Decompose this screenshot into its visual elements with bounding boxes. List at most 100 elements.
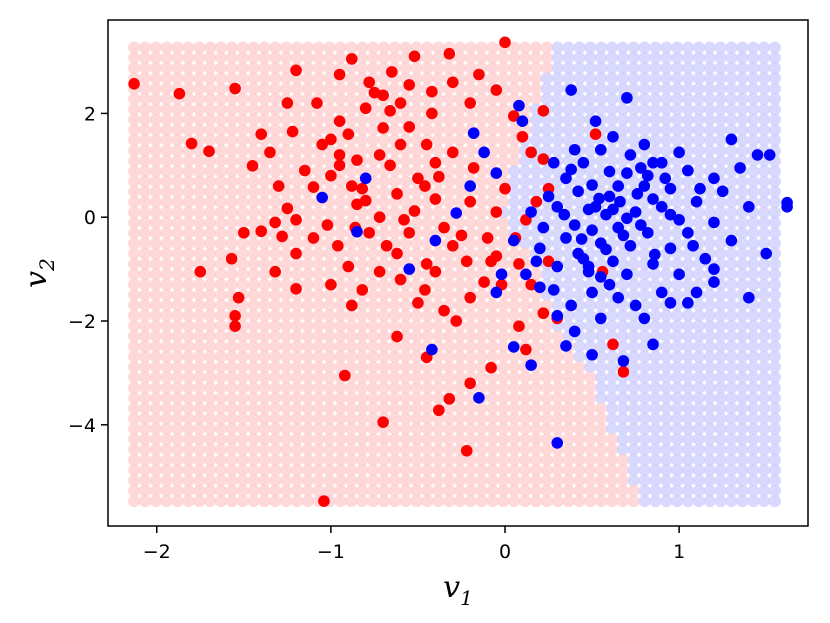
region-grid-point — [410, 361, 423, 374]
region-grid-point — [215, 422, 228, 435]
region-grid-point — [703, 144, 716, 157]
region-grid-point — [768, 113, 781, 126]
region-grid-point — [638, 41, 651, 54]
region-grid-point — [551, 453, 564, 466]
region-grid-point — [291, 443, 304, 456]
region-grid-point — [160, 299, 173, 312]
region-grid-point — [573, 206, 586, 219]
region-grid-point — [736, 340, 749, 353]
region-grid-point — [301, 41, 314, 54]
region-grid-point — [204, 206, 217, 219]
region-grid-point — [595, 72, 608, 85]
data-point — [391, 188, 403, 200]
region-grid-point — [269, 154, 282, 167]
data-point — [664, 182, 677, 195]
data-point — [356, 284, 369, 296]
region-grid-point — [182, 82, 195, 95]
data-point — [607, 203, 619, 216]
region-grid-point — [269, 402, 282, 415]
region-grid-point — [356, 257, 369, 270]
region-grid-point — [171, 340, 184, 353]
region-grid-point — [497, 144, 510, 157]
region-grid-point — [486, 350, 499, 363]
region-grid-point — [747, 103, 760, 116]
region-grid-point — [334, 51, 347, 64]
data-point — [751, 149, 764, 161]
region-grid-point — [747, 412, 760, 425]
region-grid-point — [671, 422, 684, 435]
region-grid-point — [204, 185, 217, 198]
region-grid-point — [128, 288, 141, 301]
region-grid-point — [660, 51, 673, 64]
region-grid-point — [508, 144, 521, 157]
region-grid-point — [703, 82, 716, 95]
region-grid-point — [486, 41, 499, 54]
region-grid-point — [421, 51, 434, 64]
region-grid-point — [475, 41, 488, 54]
region-grid-point — [703, 340, 716, 353]
region-grid-point — [301, 392, 314, 404]
data-point — [708, 172, 720, 185]
region-grid-point — [399, 154, 412, 167]
region-grid-point — [280, 443, 293, 456]
region-grid-point — [149, 330, 162, 343]
region-grid-point — [551, 402, 564, 415]
region-grid-point — [758, 495, 771, 508]
data-point — [537, 221, 550, 234]
region-grid-point — [692, 41, 705, 54]
data-point — [386, 66, 398, 78]
region-grid-point — [529, 381, 542, 394]
region-grid-point — [443, 443, 456, 456]
region-grid-point — [215, 41, 228, 54]
region-grid-point — [519, 330, 532, 343]
region-grid-point — [247, 319, 260, 332]
region-grid-point — [508, 412, 521, 425]
data-point — [565, 84, 577, 96]
region-grid-point — [128, 381, 141, 394]
region-grid-point — [377, 371, 390, 384]
region-grid-point — [562, 41, 575, 54]
data-point — [558, 208, 571, 221]
data-point — [438, 221, 450, 234]
region-grid-point — [377, 41, 390, 54]
region-grid-point — [171, 330, 184, 343]
region-grid-point — [725, 319, 738, 332]
region-grid-point — [193, 402, 206, 415]
region-grid-point — [388, 350, 401, 363]
region-grid-point — [236, 51, 249, 64]
region-grid-point — [182, 350, 195, 363]
region-grid-point — [171, 361, 184, 374]
region-grid-point — [627, 278, 640, 291]
region-grid-point — [193, 288, 206, 301]
region-grid-point — [377, 134, 390, 147]
region-grid-point — [595, 495, 608, 508]
region-grid-point — [497, 392, 510, 404]
region-grid-point — [182, 371, 195, 384]
region-grid-point — [301, 82, 314, 95]
region-grid-point — [128, 113, 141, 126]
region-grid-point — [747, 361, 760, 374]
region-grid-point — [519, 175, 532, 188]
region-grid-point — [323, 433, 336, 446]
region-grid-point — [475, 371, 488, 384]
region-grid-point — [182, 51, 195, 64]
region-grid-point — [660, 392, 673, 404]
region-grid-point — [388, 495, 401, 508]
region-grid-point — [301, 340, 314, 353]
region-grid-point — [367, 422, 380, 435]
region-grid-point — [149, 350, 162, 363]
region-grid-point — [356, 402, 369, 415]
region-grid-point — [682, 453, 695, 466]
region-grid-point — [160, 268, 173, 281]
region-grid-point — [128, 474, 141, 487]
region-grid-point — [736, 422, 749, 435]
region-grid-point — [182, 206, 195, 219]
data-point — [551, 260, 564, 273]
region-grid-point — [399, 309, 412, 322]
region-grid-point — [758, 123, 771, 136]
region-grid-point — [486, 134, 499, 147]
region-grid-point — [508, 82, 521, 95]
data-point — [128, 78, 140, 90]
data-point — [446, 239, 459, 252]
data-point — [551, 437, 564, 449]
